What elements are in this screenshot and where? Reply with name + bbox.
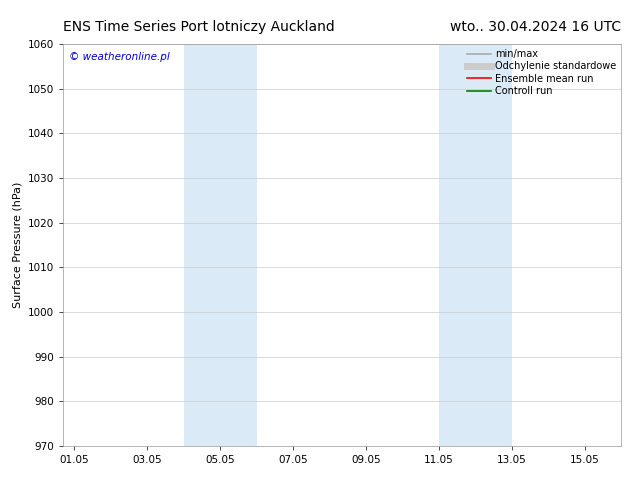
- Text: ENS Time Series Port lotniczy Auckland: ENS Time Series Port lotniczy Auckland: [63, 20, 335, 34]
- Text: © weatheronline.pl: © weatheronline.pl: [69, 52, 170, 62]
- Text: wto.. 30.04.2024 16 UTC: wto.. 30.04.2024 16 UTC: [450, 20, 621, 34]
- Y-axis label: Surface Pressure (hPa): Surface Pressure (hPa): [13, 182, 23, 308]
- Bar: [184, 44, 257, 446]
- Legend: min/max, Odchylenie standardowe, Ensemble mean run, Controll run: min/max, Odchylenie standardowe, Ensembl…: [467, 49, 616, 96]
- Bar: [439, 44, 512, 446]
